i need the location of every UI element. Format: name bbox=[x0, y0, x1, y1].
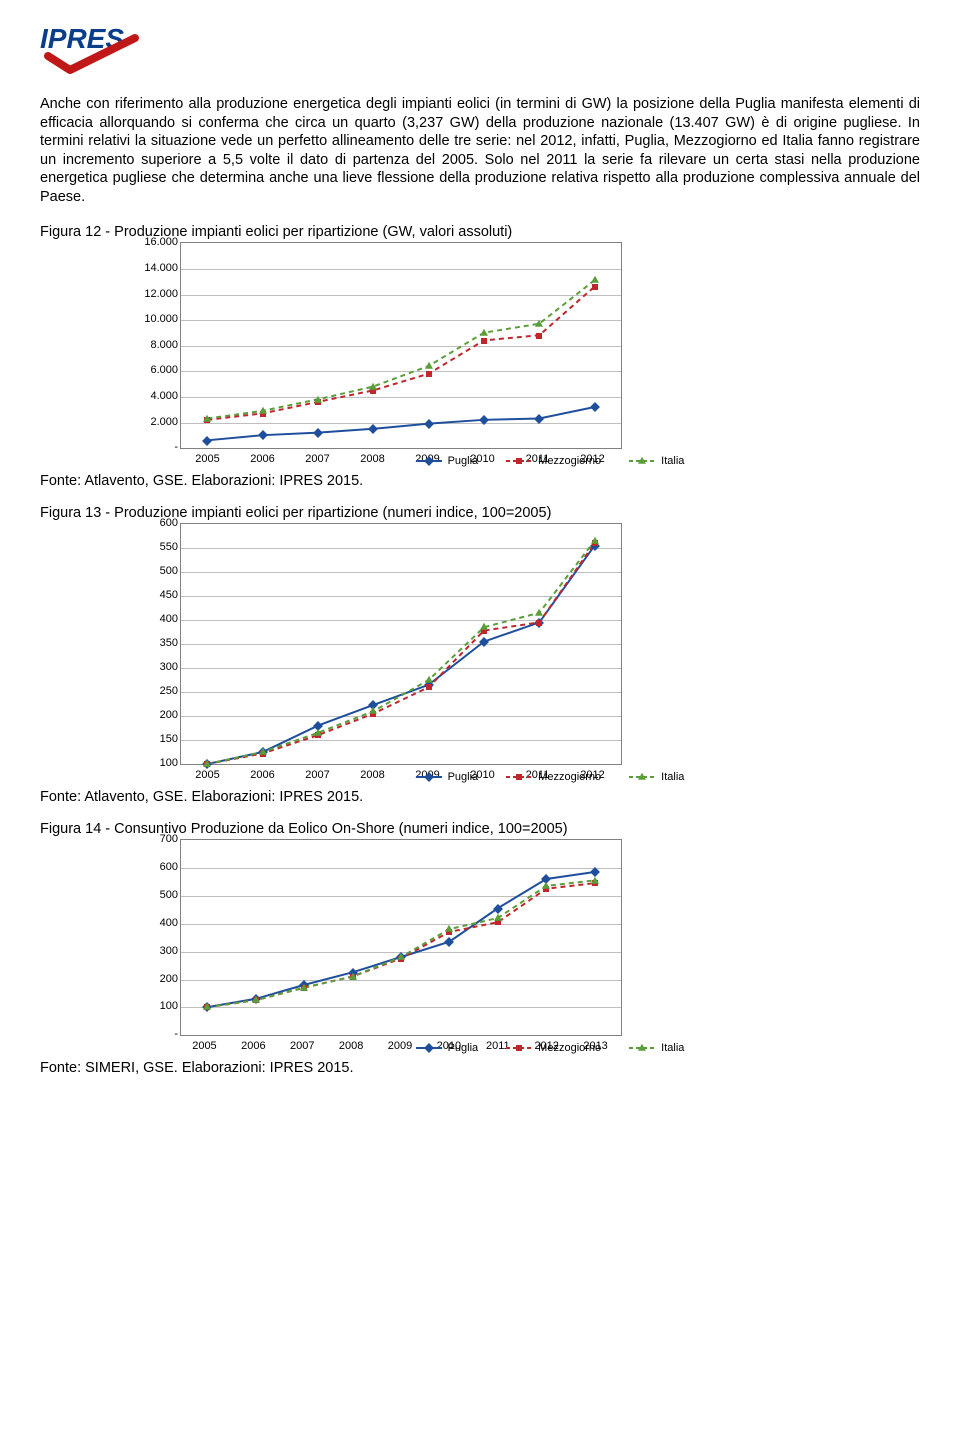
marker-italia bbox=[252, 996, 260, 1003]
marker-mezzogiorno bbox=[426, 371, 432, 377]
fig14-source: Fonte: SIMERI, GSE. Elaborazioni: IPRES … bbox=[40, 1060, 920, 1076]
marker-mezzogiorno bbox=[536, 620, 542, 626]
marker-italia bbox=[259, 407, 267, 414]
y-tick-label: 2.000 bbox=[130, 416, 178, 428]
marker-italia bbox=[425, 362, 433, 369]
x-tick-label: 2010 bbox=[455, 769, 510, 781]
x-tick-label: 2010 bbox=[455, 453, 510, 465]
x-tick-label: 2007 bbox=[290, 769, 345, 781]
y-tick-label: 450 bbox=[130, 589, 178, 601]
x-tick-label: 2006 bbox=[235, 769, 290, 781]
marker-italia bbox=[591, 276, 599, 283]
y-tick-label: 100 bbox=[130, 757, 178, 769]
logo: IPRES bbox=[40, 20, 920, 77]
y-tick-label: 150 bbox=[130, 733, 178, 745]
series-italia bbox=[207, 881, 594, 1008]
y-tick-label: 6.000 bbox=[130, 364, 178, 376]
x-tick-label: 2005 bbox=[180, 453, 235, 465]
marker-italia bbox=[535, 320, 543, 327]
series-italia bbox=[207, 280, 594, 418]
fig13-source: Fonte: Atlavento, GSE. Elaborazioni: IPR… bbox=[40, 789, 920, 805]
y-tick-label: 500 bbox=[130, 889, 178, 901]
marker-mezzogiorno bbox=[481, 338, 487, 344]
legend-item-italia: Italia bbox=[629, 455, 684, 467]
x-tick-label: 2005 bbox=[180, 1040, 229, 1052]
y-tick-label: 200 bbox=[130, 973, 178, 985]
x-tick-label: 2006 bbox=[235, 453, 290, 465]
fig12-source: Fonte: Atlavento, GSE. Elaborazioni: IPR… bbox=[40, 473, 920, 489]
x-tick-label: 2008 bbox=[327, 1040, 376, 1052]
y-tick-label: 700 bbox=[130, 833, 178, 845]
fig12-chart: -2.0004.0006.0008.00010.00012.00014.0001… bbox=[180, 242, 920, 467]
marker-mezzogiorno bbox=[536, 333, 542, 339]
marker-italia bbox=[314, 729, 322, 736]
body-paragraph: Anche con riferimento alla produzione en… bbox=[40, 95, 920, 206]
x-tick-label: 2012 bbox=[565, 453, 620, 465]
legend-label: Italia bbox=[661, 1042, 684, 1054]
series-mezzogiorno bbox=[207, 543, 594, 764]
marker-italia bbox=[203, 1003, 211, 1010]
x-tick-label: 2008 bbox=[345, 769, 400, 781]
marker-italia bbox=[542, 882, 550, 889]
legend-item-italia: Italia bbox=[629, 1042, 684, 1054]
x-tick-label: 2005 bbox=[180, 769, 235, 781]
y-tick-label: 500 bbox=[130, 565, 178, 577]
marker-italia bbox=[591, 537, 599, 544]
x-tick-label: 2013 bbox=[571, 1040, 620, 1052]
x-tick-label: 2007 bbox=[278, 1040, 327, 1052]
series-italia bbox=[207, 541, 594, 764]
x-tick-label: 2006 bbox=[229, 1040, 278, 1052]
y-tick-label: 300 bbox=[130, 661, 178, 673]
marker-italia bbox=[300, 984, 308, 991]
series-mezzogiorno bbox=[207, 287, 594, 420]
marker-mezzogiorno bbox=[426, 684, 432, 690]
fig14-chart: -100200300400500600700200520062007200820… bbox=[180, 839, 920, 1054]
y-tick-label: 300 bbox=[130, 945, 178, 957]
y-tick-label: 600 bbox=[130, 861, 178, 873]
series-puglia bbox=[207, 546, 594, 764]
marker-italia bbox=[203, 415, 211, 422]
marker-italia bbox=[349, 973, 357, 980]
x-tick-label: 2007 bbox=[290, 453, 345, 465]
y-tick-label: 4.000 bbox=[130, 390, 178, 402]
y-tick-label: 400 bbox=[130, 917, 178, 929]
y-tick-label: 14.000 bbox=[130, 262, 178, 274]
y-tick-label: 16.000 bbox=[130, 236, 178, 248]
marker-italia bbox=[445, 925, 453, 932]
y-tick-label: 550 bbox=[130, 541, 178, 553]
y-tick-label: - bbox=[130, 441, 178, 453]
legend-item-italia: Italia bbox=[629, 771, 684, 783]
marker-italia bbox=[369, 383, 377, 390]
marker-italia bbox=[480, 329, 488, 336]
y-tick-label: - bbox=[130, 1028, 178, 1040]
y-tick-label: 100 bbox=[130, 1000, 178, 1012]
marker-italia bbox=[259, 748, 267, 755]
x-tick-label: 2008 bbox=[345, 453, 400, 465]
y-tick-label: 350 bbox=[130, 637, 178, 649]
y-tick-label: 400 bbox=[130, 613, 178, 625]
marker-italia bbox=[591, 876, 599, 883]
y-tick-label: 250 bbox=[130, 685, 178, 697]
marker-italia bbox=[314, 395, 322, 402]
marker-italia bbox=[397, 953, 405, 960]
marker-italia bbox=[494, 914, 502, 921]
marker-mezzogiorno bbox=[592, 284, 598, 290]
fig13-chart: 1001502002503003504004505005506002005200… bbox=[180, 523, 920, 783]
marker-italia bbox=[369, 707, 377, 714]
y-tick-label: 8.000 bbox=[130, 339, 178, 351]
y-tick-label: 200 bbox=[130, 709, 178, 721]
legend-label: Italia bbox=[661, 455, 684, 467]
series-mezzogiorno bbox=[207, 883, 594, 1007]
y-tick-label: 600 bbox=[130, 517, 178, 529]
legend-label: Italia bbox=[661, 771, 684, 783]
y-tick-label: 12.000 bbox=[130, 288, 178, 300]
marker-italia bbox=[203, 760, 211, 767]
marker-italia bbox=[535, 609, 543, 616]
marker-italia bbox=[425, 676, 433, 683]
x-tick-label: 2012 bbox=[565, 769, 620, 781]
marker-italia bbox=[480, 623, 488, 630]
y-tick-label: 10.000 bbox=[130, 313, 178, 325]
